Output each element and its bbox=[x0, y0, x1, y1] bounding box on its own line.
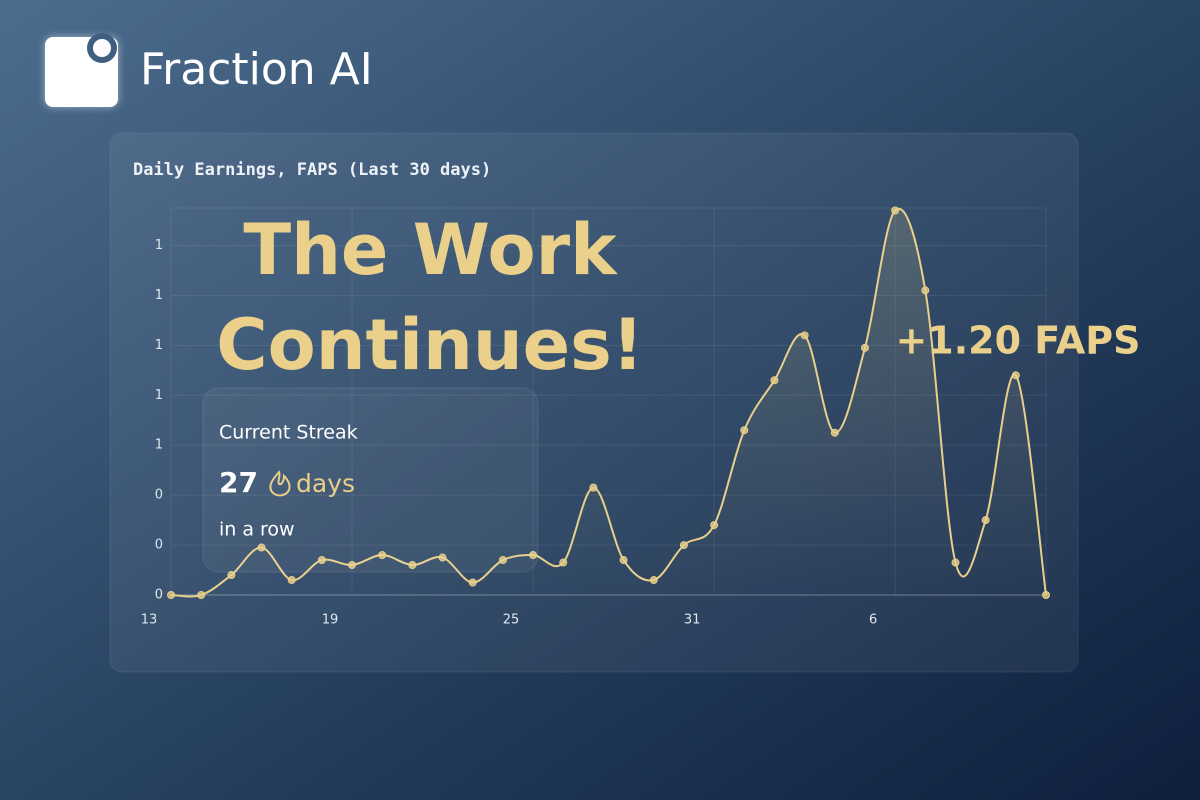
data-point bbox=[710, 521, 719, 530]
data-point bbox=[740, 426, 749, 435]
logo-dot bbox=[93, 39, 111, 57]
data-point bbox=[1042, 591, 1050, 599]
streak-note: in a row bbox=[219, 519, 295, 541]
data-point bbox=[679, 541, 688, 550]
y-tick-label: 0 bbox=[155, 488, 163, 503]
data-point bbox=[197, 591, 206, 599]
x-tick-label: 13 bbox=[141, 613, 158, 628]
data-point bbox=[559, 558, 568, 567]
streak-count: 27 bbox=[219, 466, 258, 499]
y-tick-label: 1 bbox=[155, 238, 163, 253]
y-tick-label: 1 bbox=[155, 288, 163, 303]
chart-title: Daily Earnings, FAPS (Last 30 days) bbox=[133, 160, 491, 180]
data-point bbox=[468, 578, 477, 587]
x-tick-label: 25 bbox=[503, 613, 520, 628]
data-point bbox=[529, 551, 538, 560]
data-point bbox=[649, 576, 658, 585]
x-tick-label: 6 bbox=[869, 613, 877, 628]
data-point bbox=[408, 561, 417, 570]
data-point bbox=[317, 556, 326, 565]
data-point bbox=[378, 551, 387, 560]
flame-icon bbox=[269, 470, 291, 497]
y-tick-label: 0 bbox=[155, 588, 163, 603]
data-point bbox=[981, 516, 990, 525]
logo bbox=[45, 33, 118, 107]
streak-card bbox=[202, 387, 539, 573]
y-tick-label: 0 bbox=[155, 538, 163, 553]
data-point bbox=[589, 483, 598, 492]
earnings-total: +1.20 FAPS bbox=[895, 319, 1140, 363]
data-point bbox=[891, 206, 900, 215]
plot: 0 0 0 1 1 1 1 1 13 19 25 31 6 bbox=[141, 206, 1050, 628]
data-point bbox=[287, 576, 296, 585]
y-tick-label: 1 bbox=[155, 438, 163, 453]
brand-name: Fraction AI bbox=[140, 44, 373, 95]
data-point bbox=[619, 556, 628, 565]
data-point bbox=[348, 561, 357, 570]
data-point bbox=[921, 286, 930, 295]
streak-unit: days bbox=[296, 469, 355, 498]
data-point bbox=[860, 343, 869, 352]
line bbox=[170, 207, 1047, 598]
data-point bbox=[1011, 371, 1020, 380]
y-tick-label: 1 bbox=[155, 388, 163, 403]
data-point bbox=[167, 591, 175, 599]
data-point bbox=[830, 428, 839, 437]
x-tick-label: 19 bbox=[322, 613, 339, 628]
data-point bbox=[498, 556, 507, 565]
headline-line: Continues! bbox=[216, 304, 644, 386]
data-point bbox=[800, 331, 809, 340]
y-tick-label: 1 bbox=[155, 338, 163, 353]
data-point bbox=[770, 376, 779, 385]
data-point bbox=[438, 553, 447, 562]
line-area bbox=[171, 208, 1046, 597]
x-tick-label: 31 bbox=[684, 613, 701, 628]
data-point bbox=[257, 543, 266, 552]
data-point bbox=[227, 571, 236, 580]
headline-line: The Work bbox=[243, 209, 618, 291]
streak-title: Current Streak bbox=[219, 422, 358, 444]
data-point bbox=[951, 558, 960, 567]
